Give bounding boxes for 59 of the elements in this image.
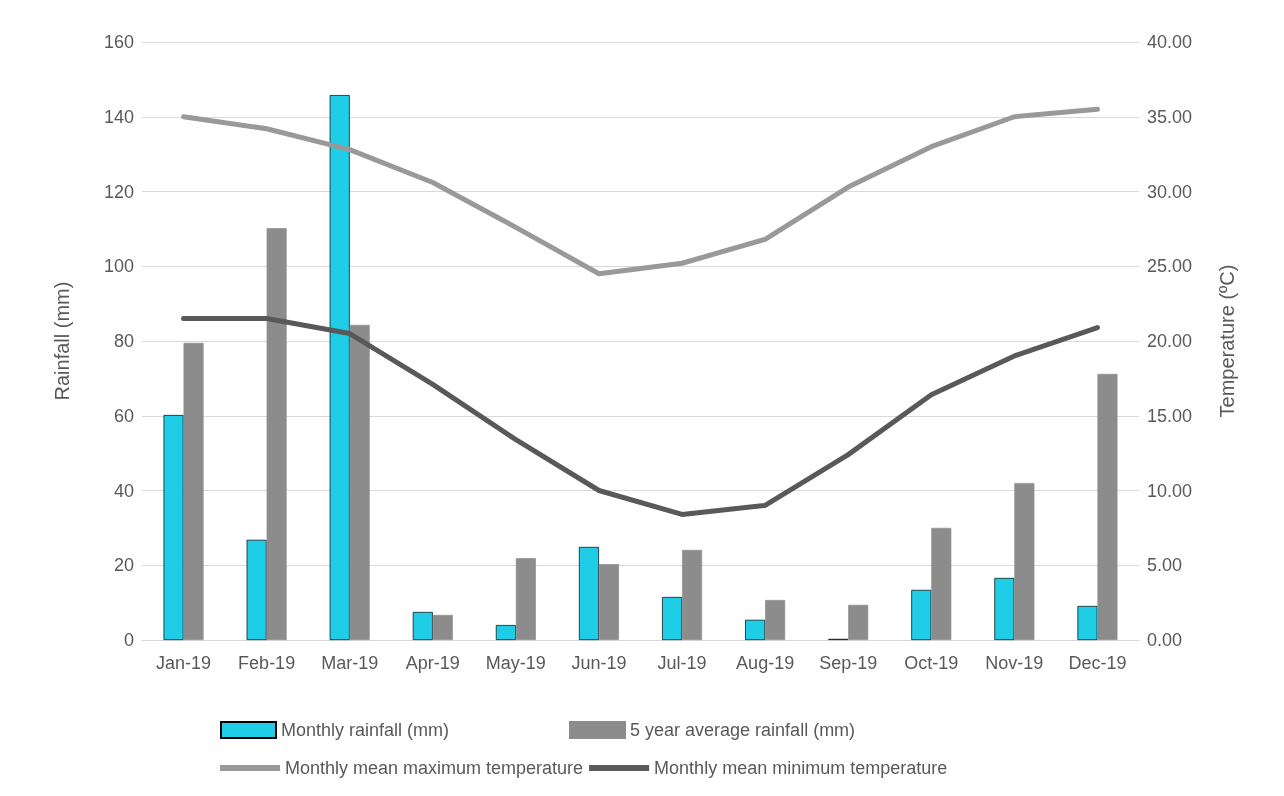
y2-tick-label: 0.00 [1147, 630, 1183, 650]
x-tick-label: Feb-19 [238, 653, 296, 673]
x-tick-label: Sep-19 [819, 653, 878, 673]
x-tick-label: Jan-19 [156, 653, 212, 673]
bar [911, 589, 932, 640]
y-tick-label: 140 [103, 106, 134, 127]
x-tick-label: May-19 [485, 653, 546, 673]
bar [848, 604, 869, 640]
bar [412, 611, 433, 640]
bar [246, 539, 267, 640]
bar [765, 600, 786, 640]
y-tick-label: 0 [123, 630, 134, 650]
x-tick-label: Dec-19 [1068, 653, 1127, 673]
x-tick-label: Jul-19 [657, 653, 707, 673]
bar [682, 549, 703, 640]
y2-tick-label: 15.00 [1147, 405, 1193, 426]
x-tick-label: Nov-19 [985, 653, 1044, 673]
y2-tick-label: 25.00 [1147, 256, 1193, 277]
y-tick-label: 40 [113, 480, 134, 501]
y-tick-label: 160 [103, 32, 134, 52]
y-tick-label: 20 [113, 555, 134, 576]
bar [662, 597, 683, 640]
y-tick-label: 60 [113, 405, 134, 426]
bar [745, 619, 766, 640]
y-tick-label: 120 [103, 181, 134, 202]
bar [578, 546, 599, 640]
y2-tick-label: 5.00 [1147, 555, 1183, 576]
legend-label: Monthly mean minimum temperature [654, 758, 948, 778]
y-axis-title: Rainfall (mm) [51, 281, 73, 401]
legend-label: 5 year average rainfall (mm) [630, 720, 856, 740]
bar [931, 527, 952, 640]
legend-label: Monthly mean maximum temperature [285, 758, 584, 778]
y-tick-label: 100 [103, 256, 134, 277]
x-tick-label: Apr-19 [405, 653, 460, 673]
bar [183, 342, 204, 640]
x-tick-label: Mar-19 [321, 653, 379, 673]
x-tick-label: Oct-19 [904, 653, 959, 673]
bar [598, 564, 619, 640]
bar [994, 577, 1015, 640]
y2-tick-label: 20.00 [1147, 331, 1193, 351]
bar [1077, 605, 1098, 640]
bar [163, 415, 184, 640]
y2-tick-label: 10.00 [1147, 480, 1193, 501]
bar [1097, 373, 1118, 640]
bar [1014, 483, 1035, 640]
x-tick-label: Jun-19 [571, 653, 627, 673]
y2-axis-title: Temperature (ºC) [1216, 264, 1238, 418]
bar [432, 614, 453, 640]
x-tick-label: Aug-19 [736, 653, 795, 673]
bar [515, 558, 536, 640]
bar [349, 324, 370, 640]
y2-tick-label: 40.00 [1147, 32, 1193, 52]
y2-tick-label: 35.00 [1147, 106, 1193, 127]
y-tick-label: 80 [113, 331, 134, 351]
legend-label: Monthly rainfall (mm) [281, 720, 450, 740]
bar [495, 625, 516, 640]
bar [329, 95, 350, 640]
bar [266, 228, 287, 640]
y2-tick-label: 30.00 [1147, 181, 1193, 202]
